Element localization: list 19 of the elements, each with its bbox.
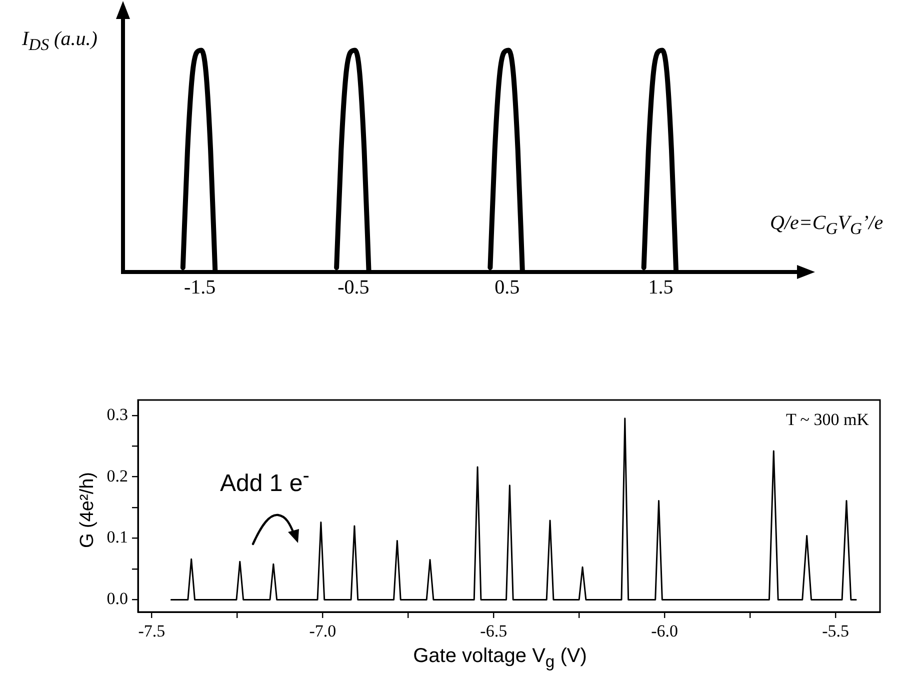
x-tick-label: -0.5 — [338, 276, 370, 298]
y-tick-label: 0.3 — [106, 404, 128, 424]
x-tick-label: -5.5 — [822, 622, 850, 641]
y-axis-title: G (4e²/h) — [77, 472, 99, 548]
x-axis-title: Q/e=C$_{G}$V$_{G}$’/e — [770, 212, 884, 239]
x-tick-label: 0.5 — [494, 276, 520, 298]
annotation: Add 1 e$^{-}$ — [220, 465, 310, 498]
x-tick-label: -1.5 — [184, 276, 216, 298]
y-tick-label: 0.1 — [106, 528, 128, 547]
y-axis-title: I$_{DS}$ (a.u.) — [22, 28, 98, 55]
x-tick-label: -7.0 — [309, 622, 336, 641]
x-tick-label: -6.0 — [651, 622, 678, 641]
annotation: T ~ 300 mK — [786, 410, 869, 430]
x-tick-label: -6.5 — [480, 622, 508, 641]
x-tick-label: 1.5 — [648, 276, 674, 298]
y-tick-label: 0.0 — [106, 589, 128, 608]
x-tick-label: -7.5 — [138, 622, 166, 641]
x-axis-title: Gate voltage V$_{g}$ (V) — [413, 645, 587, 672]
y-tick-label: 0.2 — [106, 466, 128, 486]
